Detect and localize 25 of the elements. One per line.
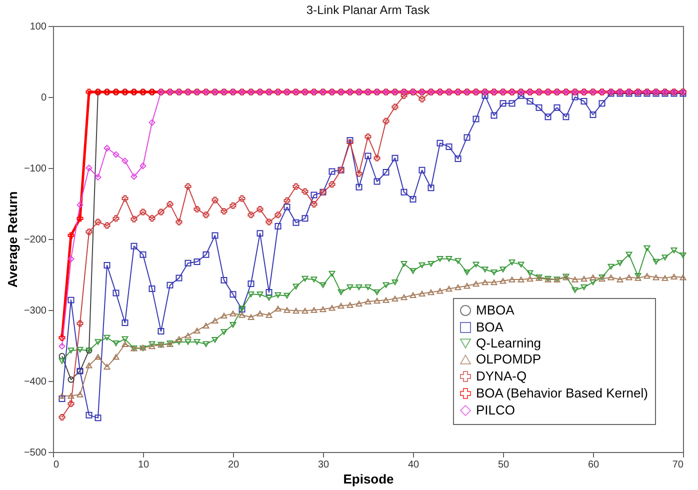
y-tick-label: 0 — [40, 92, 47, 104]
x-tick-label: 10 — [138, 460, 150, 470]
legend-label: OLPOMDP — [476, 352, 542, 366]
legend-label: BOA (Behavior Based Kernel) — [476, 386, 648, 400]
y-tick-label: −100 — [24, 164, 47, 174]
chart-title: 3-Link Planar Arm Task — [306, 3, 431, 17]
y-axis-title: Average Return — [4, 191, 20, 288]
legend-label: DYNA-Q — [476, 368, 527, 384]
y-tick-label: 100 — [30, 22, 47, 32]
legend-label: MBOA — [476, 302, 515, 318]
x-tick-label: 50 — [498, 460, 510, 470]
legend-label: PILCO — [476, 402, 516, 418]
x-tick-label: 70 — [672, 460, 684, 470]
legend-label: Q-Learning — [476, 336, 542, 350]
legend-label: BOA — [476, 320, 504, 334]
x-tick-label: 60 — [588, 460, 600, 470]
y-tick-label: −500 — [24, 448, 47, 458]
y-tick-label: −300 — [24, 306, 47, 316]
y-tick-label: −200 — [24, 234, 47, 246]
x-tick-label: 20 — [228, 460, 240, 470]
x-tick-label: 0 — [54, 460, 60, 470]
x-axis-title: Episode — [343, 472, 394, 486]
x-tick-label: 40 — [408, 460, 420, 470]
y-tick-label: −400 — [24, 376, 47, 388]
x-tick-label: 30 — [318, 460, 330, 470]
